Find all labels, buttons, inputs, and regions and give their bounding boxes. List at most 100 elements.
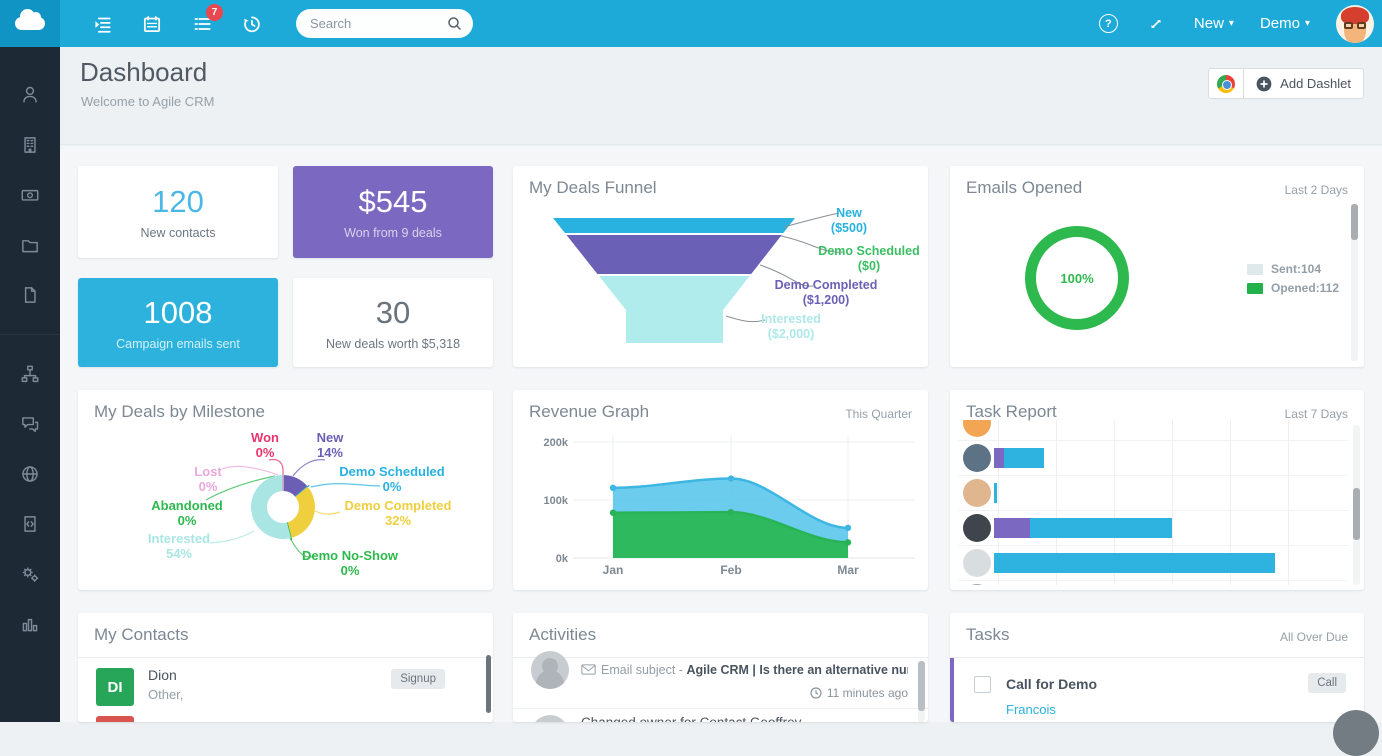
panel-task-report: Task Report Last 7 Days [950, 390, 1364, 590]
sidebar-item-campaigns[interactable] [0, 349, 60, 399]
task-bar [994, 518, 1172, 538]
sidebar-item-documents[interactable] [0, 220, 60, 270]
stat-label: Campaign emails sent [116, 336, 240, 351]
activity-text: Email subject - Agile CRM | Is there an … [581, 663, 908, 677]
avatar-hair [1341, 6, 1369, 24]
task-bar-segment[interactable] [994, 518, 1030, 538]
chrome-extension-button[interactable] [1208, 68, 1245, 99]
milestone-label-demo-scheduled: Demo Scheduled 0% [339, 464, 445, 494]
new-menu-label: New [1193, 15, 1224, 32]
task-item[interactable]: Call for Demo Call Francois [950, 658, 1364, 722]
data-point[interactable] [844, 539, 852, 546]
sidebar-item-web-rules[interactable] [0, 449, 60, 499]
task-bar-segment[interactable] [994, 448, 1004, 468]
divider [950, 657, 1364, 658]
x-tick-label: Jan [603, 563, 624, 577]
help-icon[interactable]: ? [1098, 14, 1118, 33]
expand-icon[interactable] [1144, 12, 1168, 36]
data-point[interactable] [609, 509, 617, 516]
donut-slice[interactable] [250, 475, 291, 539]
avatar-glasses [1344, 21, 1353, 29]
funnel-segment-new[interactable] [553, 218, 795, 233]
sidebar-item-contacts[interactable] [0, 70, 60, 120]
legend-item: Sent:104 [1247, 262, 1339, 276]
stat-value: 1008 [143, 294, 213, 330]
funnel-chart [553, 212, 844, 343]
calendar-icon[interactable] [140, 12, 164, 36]
contact-tag[interactable]: Signup [391, 669, 445, 689]
data-point[interactable] [844, 524, 852, 532]
task-bar-segment[interactable] [1004, 448, 1044, 468]
task-report-rows [958, 420, 1348, 585]
envelope-icon [581, 664, 596, 675]
add-dashlet-button[interactable]: Add Dashlet [1244, 68, 1364, 99]
stat-value: $545 [358, 184, 428, 219]
data-point[interactable] [609, 484, 617, 492]
sidebar-item-settings[interactable] [0, 549, 60, 599]
new-menu[interactable]: New ▾ [1194, 15, 1234, 32]
task-checkbox[interactable] [974, 676, 991, 693]
chrome-icon [1217, 74, 1236, 93]
data-point[interactable] [727, 508, 735, 516]
task-report-row [958, 511, 1348, 546]
globe-icon [22, 466, 38, 482]
task-report-row [958, 581, 1348, 585]
search-input[interactable] [296, 9, 473, 38]
user-avatar[interactable] [1336, 4, 1374, 43]
task-tag[interactable]: Call [1308, 673, 1346, 693]
panel-range: Last 7 Days [1284, 407, 1348, 421]
sidebar-item-conversations[interactable] [0, 399, 60, 449]
sidebar-item-companies[interactable] [0, 120, 60, 170]
funnel-segment-demo-completed[interactable] [566, 235, 782, 274]
sidebar-item-developer[interactable] [0, 499, 60, 549]
avatar [963, 584, 991, 585]
notifications-badge: 7 [206, 3, 223, 21]
plus-circle-icon [1256, 76, 1272, 91]
y-tick-label: 100k [544, 495, 569, 507]
activity-timestamp: 11 minutes ago [810, 686, 908, 700]
code-file-icon [24, 516, 36, 532]
task-bar-segment[interactable] [994, 483, 997, 503]
history-icon[interactable] [240, 12, 264, 36]
tasks-list-icon[interactable]: 7 [190, 3, 223, 36]
milestone-label-new: New 14% [316, 430, 344, 460]
page-title: Dashboard [80, 57, 208, 87]
contact-avatar [96, 716, 134, 722]
panel-scrollbar[interactable] [1353, 488, 1360, 540]
app-logo[interactable] [0, 0, 60, 47]
panel-scrollbar[interactable] [486, 655, 491, 713]
add-dashlet-label: Add Dashlet [1280, 76, 1351, 91]
sitemap-icon [21, 365, 39, 383]
funnel-segment-interested[interactable] [599, 276, 750, 343]
sidebar-item-reports[interactable] [0, 599, 60, 649]
divider [78, 657, 493, 658]
top-navbar: 7 ? New ▾ Demo ▾ [0, 0, 1382, 47]
panel-emails-opened: Emails Opened Last 2 Days 100% Sent:104 … [950, 166, 1364, 367]
sidebar-item-deals[interactable] [0, 170, 60, 220]
task-bar-segment[interactable] [1030, 518, 1172, 538]
panel-title: Tasks [966, 625, 1010, 644]
stat-card-new-deals[interactable]: 30 New deals worth $5,318 [293, 278, 493, 367]
milestone-label-interested: Interested 54% [147, 531, 211, 561]
stat-value: 30 [375, 294, 411, 330]
stat-card-campaign-emails[interactable]: 1008 Campaign emails sent [78, 278, 278, 367]
task-bar-segment[interactable] [994, 553, 1275, 573]
data-point[interactable] [727, 475, 735, 482]
funnel-connectors [725, 212, 844, 323]
donut-slice[interactable] [286, 486, 315, 538]
funnel-label-demo-scheduled: Demo Scheduled ($0) [818, 244, 920, 273]
user-menu[interactable]: Demo ▾ [1260, 15, 1310, 32]
page-subtitle: Welcome to Agile CRM [81, 94, 215, 109]
menu-toggle-icon[interactable] [90, 12, 114, 36]
task-contact-link[interactable]: Francois [1006, 702, 1056, 717]
stat-card-won-deals[interactable]: $545 Won from 9 deals [293, 166, 493, 258]
panel-scrollbar[interactable] [1351, 204, 1358, 240]
search-icon[interactable] [446, 15, 463, 37]
stat-card-new-contacts[interactable]: 120 New contacts [78, 166, 278, 258]
sidebar-item-notes[interactable] [0, 270, 60, 320]
contact-name[interactable]: Dion [148, 667, 177, 683]
folder-icon [22, 240, 38, 253]
panel-scrollbar[interactable] [918, 661, 925, 711]
floating-action-button[interactable] [1333, 710, 1379, 756]
avatar [963, 444, 991, 472]
